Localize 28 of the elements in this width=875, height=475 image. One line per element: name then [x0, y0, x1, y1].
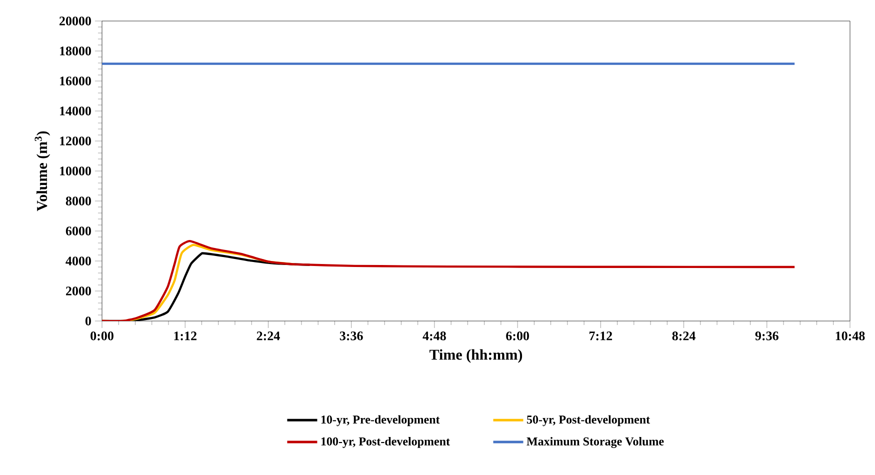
legend-label: 10-yr, Pre-development	[321, 415, 440, 426]
line-series	[102, 240, 796, 321]
x-tick-label: 3:36	[340, 332, 363, 340]
y-axis-title: Volume (m$^{3}$)	[34, 131, 50, 212]
x-tick-label: 0:00	[90, 332, 114, 340]
y-tick-label: 2000	[66, 286, 91, 296]
x-tick-label: 8:24	[672, 332, 696, 340]
x-tick-label: 9:36	[755, 332, 778, 340]
x-tick-label: 4:48	[422, 332, 446, 340]
legend-label: 100-yr, Post-development	[321, 437, 450, 448]
y-tick-label: 12000	[60, 136, 91, 146]
y-tick-label: 8000	[66, 196, 91, 206]
x-tick-label: 10:48	[836, 332, 865, 340]
y-tick-label: 4000	[66, 256, 91, 266]
legend-label: Maximum Storage Volume	[526, 437, 664, 448]
y-tick-label: 14000	[60, 106, 91, 116]
x-tick-label: 1:12	[174, 332, 196, 340]
x-tick-label: 7:12	[589, 332, 612, 340]
x-tick-label: 6:00	[506, 332, 529, 340]
y-tick-label: 0	[85, 316, 91, 326]
y-tick-label: 20000	[60, 16, 91, 26]
y-tick-label: 16000	[60, 76, 91, 86]
legend-label: 50-yr, Post-development	[526, 415, 650, 426]
y-tick-label: 10000	[60, 166, 91, 176]
x-tick-label: 2:24	[256, 332, 280, 340]
y-tick-label: 6000	[66, 226, 91, 236]
x-axis-title: Time (hh:mm)	[430, 349, 522, 363]
y-tick-label: 18000	[60, 46, 91, 56]
